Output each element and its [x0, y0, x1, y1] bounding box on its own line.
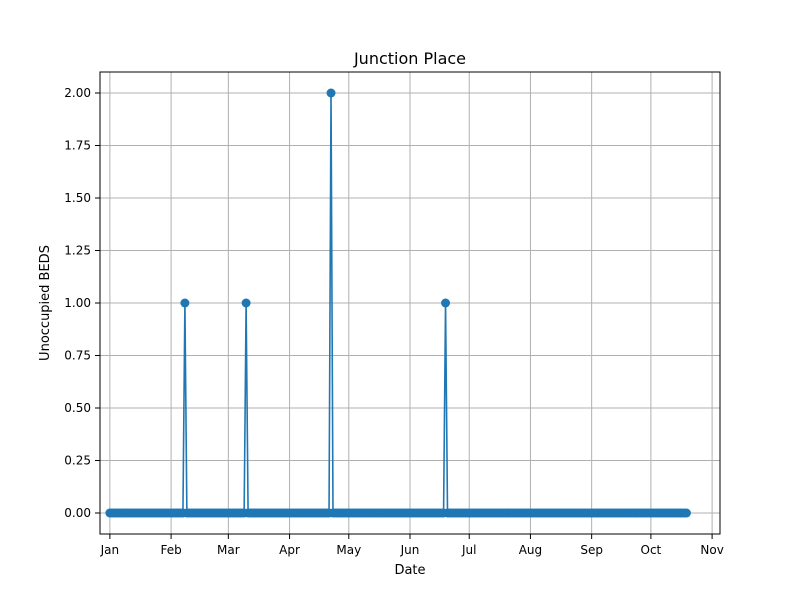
data-point: [441, 298, 451, 308]
x-tick-label: Jul: [461, 543, 476, 557]
x-tick-label: Aug: [519, 543, 542, 557]
x-tick-label: May: [336, 543, 361, 557]
y-axis-label: Unoccupied BEDS: [38, 245, 53, 361]
x-tick-label: Apr: [279, 543, 300, 557]
data-point: [326, 88, 336, 98]
y-tick-label: 2.00: [64, 86, 91, 100]
x-axis-ticks: Jan Feb Mar Apr May Jun Jul Aug Sep Oct Nov: [100, 534, 724, 557]
x-axis-label: Date: [394, 563, 425, 578]
x-tick-label: Nov: [700, 543, 723, 557]
y-tick-label: 1.25: [64, 244, 91, 258]
y-tick-label: 1.50: [64, 191, 91, 205]
x-tick-label: Jan: [100, 543, 120, 557]
x-tick-label: Oct: [641, 543, 662, 557]
x-tick-label: Mar: [217, 543, 240, 557]
x-tick-label: Sep: [580, 543, 603, 557]
grid: [100, 72, 720, 534]
x-tick-label: Jun: [400, 543, 420, 557]
y-tick-label: 0.50: [64, 401, 91, 415]
x-tick-label: Feb: [160, 543, 181, 557]
y-tick-label: 0.75: [64, 349, 91, 363]
y-tick-label: 0.25: [64, 454, 91, 468]
y-tick-label: 0.00: [64, 506, 91, 520]
data-point: [681, 508, 691, 518]
data-point: [180, 298, 190, 308]
y-tick-label: 1.75: [64, 139, 91, 153]
y-axis-ticks: 0.00 0.25 0.50 0.75 1.00 1.25 1.50 1.75 2.00: [64, 86, 100, 520]
chart-title: Junction Place: [353, 49, 466, 68]
data-point: [241, 298, 251, 308]
series-junction-place: [105, 88, 691, 518]
y-tick-label: 1.00: [64, 296, 91, 310]
